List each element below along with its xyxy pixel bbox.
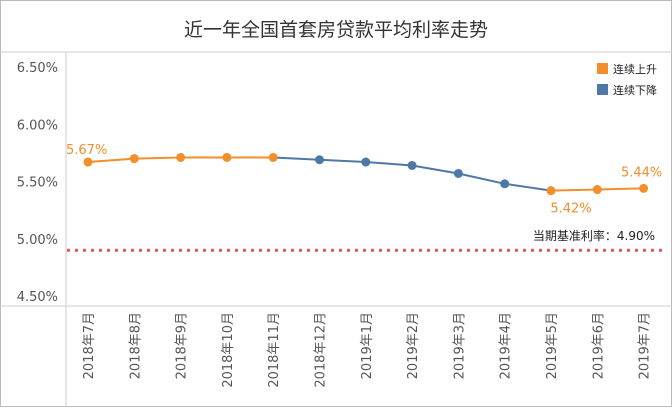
legend-swatch-up: [597, 63, 608, 74]
data-point: [222, 152, 232, 162]
series-segment-up: [87, 157, 135, 164]
data-label: 5.42%: [550, 202, 591, 217]
x-tick-label: 2019年5月: [545, 312, 560, 379]
data-point: [129, 154, 139, 164]
x-tick-label: 2018年11月: [267, 312, 282, 388]
data-point: [500, 179, 510, 189]
series-segment-up: [597, 187, 644, 191]
x-axis-ticks: 2018年7月 2018年8月 2018年9月 2018年10月 2018年11月 201…: [82, 312, 653, 388]
x-tick-label: 2018年9月: [175, 312, 190, 379]
x-tick-label: 2019年2月: [406, 312, 421, 379]
legend-label-up: 连续上升: [613, 62, 657, 76]
series-group: [87, 156, 644, 192]
series-segment-up: [134, 156, 181, 160]
y-tick-label: 5.00%: [17, 233, 58, 248]
series-segment-down: [504, 182, 552, 192]
x-tick-label: 2019年4月: [499, 312, 514, 379]
legend-label-down: 连续下降: [613, 83, 657, 97]
x-tick-label: 2019年7月: [638, 312, 653, 379]
x-tick-label: 2018年10月: [221, 312, 236, 388]
data-labels-group: 5.67% 5.42% 5.44%: [66, 143, 662, 217]
data-point: [176, 152, 186, 162]
legend-swatch-down: [597, 84, 608, 95]
data-label: 5.44%: [621, 165, 662, 180]
x-tick-label: 2018年7月: [82, 312, 97, 379]
benchmark-group: 当期基准利率：4.90%: [67, 228, 662, 252]
data-point: [453, 168, 463, 178]
data-point: [546, 186, 556, 196]
data-point: [315, 155, 324, 165]
series-segment-down: [319, 158, 366, 164]
y-axis-ticks: 6.50% 6.00% 5.50% 5.00% 4.50%: [17, 61, 58, 305]
data-point: [361, 157, 371, 167]
x-tick-label: 2019年6月: [591, 312, 606, 379]
data-point: [407, 160, 417, 170]
data-point: [268, 152, 278, 162]
points-group: [83, 152, 649, 196]
data-point: [639, 183, 649, 193]
data-point: [83, 157, 93, 167]
series-segment-down: [411, 164, 459, 175]
chart-title: 近一年全国首套房贷款平均利率走势: [184, 19, 488, 41]
series-segment-down: [273, 156, 320, 161]
x-tick-label: 2019年3月: [452, 312, 467, 379]
y-tick-label: 4.50%: [17, 290, 58, 305]
x-tick-label: 2018年12月: [314, 312, 329, 388]
y-tick-label: 5.50%: [17, 176, 58, 191]
x-tick-label: 2018年8月: [128, 312, 143, 379]
series-segment-down: [365, 161, 413, 167]
x-tick-label: 2019年1月: [360, 312, 375, 379]
y-tick-label: 6.00%: [17, 118, 58, 133]
data-point: [592, 185, 602, 195]
data-label: 5.67%: [66, 143, 107, 158]
y-tick-label: 6.50%: [17, 61, 58, 76]
series-segment-up: [550, 188, 598, 192]
series-segment-down: [458, 172, 505, 185]
benchmark-label: 当期基准利率：4.90%: [533, 228, 655, 243]
